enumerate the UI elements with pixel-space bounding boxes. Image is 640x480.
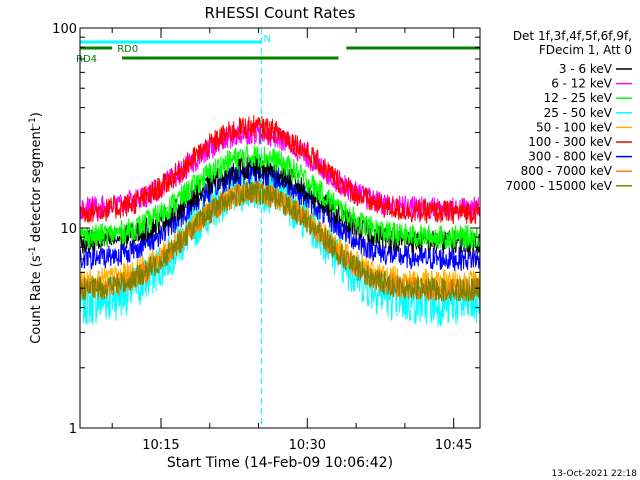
y-axis: 1 10 100 xyxy=(52,22,480,437)
legend-entry-label: 300 - 800 keV xyxy=(528,150,612,164)
x-tick-label: 10:15 xyxy=(142,438,179,453)
flag-n-label: N xyxy=(263,34,270,45)
y-tick-label: 1 xyxy=(69,422,77,437)
legend-entry-label: 100 - 300 keV xyxy=(528,135,612,149)
legend-entry-label: 50 - 100 keV xyxy=(536,120,613,134)
series-line-6-12-kev xyxy=(79,121,481,221)
flag-rd4-label: RD4 xyxy=(76,54,97,65)
legend-header-line-1: Det 1f,3f,4f,5f,6f,9f, xyxy=(513,29,632,43)
flag-rd0-label: RD0 xyxy=(117,44,138,55)
chart-title: RHESSI Count Rates xyxy=(205,4,356,22)
y-axis-label: Count Rate (s-1 detector segment-1) xyxy=(28,112,44,344)
x-tick-label: 10:45 xyxy=(435,438,472,453)
series-line-12-25-kev xyxy=(79,144,481,250)
y-axis-label-mid: detector segment xyxy=(29,126,44,246)
legend-entry-label: 12 - 25 keV xyxy=(544,91,613,105)
series-line-100-300-kev xyxy=(79,115,481,224)
legend-entry-label: 6 - 12 keV xyxy=(551,77,613,91)
legend-entry-label: 800 - 7000 keV xyxy=(521,164,613,178)
series-line-7000-15000-kev xyxy=(79,180,481,302)
y-axis-label-end: ) xyxy=(29,112,44,117)
series-layer xyxy=(79,115,481,327)
legend-entry-label: 7000 - 15000 keV xyxy=(505,179,612,193)
y-axis-label-main: Count Rate (s xyxy=(29,255,44,344)
y-axis-label-sup2: -1 xyxy=(28,117,38,126)
x-axis: 10:15 10:30 10:45 xyxy=(111,28,472,453)
x-axis-label: Start Time (14-Feb-09 10:06:42) xyxy=(167,455,393,471)
y-axis-label-sup1: -1 xyxy=(28,246,38,255)
legend-entry-label: 3 - 6 keV xyxy=(559,62,613,76)
legend: Det 1f,3f,4f,5f,6f,9f, FDecim 1, Att 0 3… xyxy=(505,29,632,193)
series-line-3-6-kev xyxy=(79,155,481,255)
legend-header-line-2: FDecim 1, Att 0 xyxy=(539,43,632,57)
x-tick-label: 10:30 xyxy=(289,438,326,453)
legend-entry-label: 25 - 50 keV xyxy=(544,106,613,120)
y-tick-label: 10 xyxy=(60,222,77,237)
y-tick-label: 100 xyxy=(52,22,77,37)
footer-timestamp: 13-Oct-2021 22:18 xyxy=(552,469,638,479)
